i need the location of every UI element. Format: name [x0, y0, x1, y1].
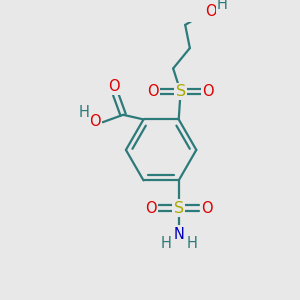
Text: H: H — [160, 236, 171, 251]
Text: O: O — [89, 114, 101, 129]
Text: O: O — [145, 201, 157, 216]
Text: O: O — [108, 79, 120, 94]
Text: H: H — [217, 0, 228, 12]
Text: O: O — [201, 201, 212, 216]
Text: O: O — [202, 84, 214, 99]
Text: N: N — [173, 226, 184, 242]
Text: S: S — [174, 201, 184, 216]
Text: S: S — [176, 84, 186, 99]
Text: H: H — [79, 105, 90, 120]
Text: O: O — [205, 4, 217, 20]
Text: H: H — [186, 236, 197, 251]
Text: O: O — [147, 84, 159, 99]
